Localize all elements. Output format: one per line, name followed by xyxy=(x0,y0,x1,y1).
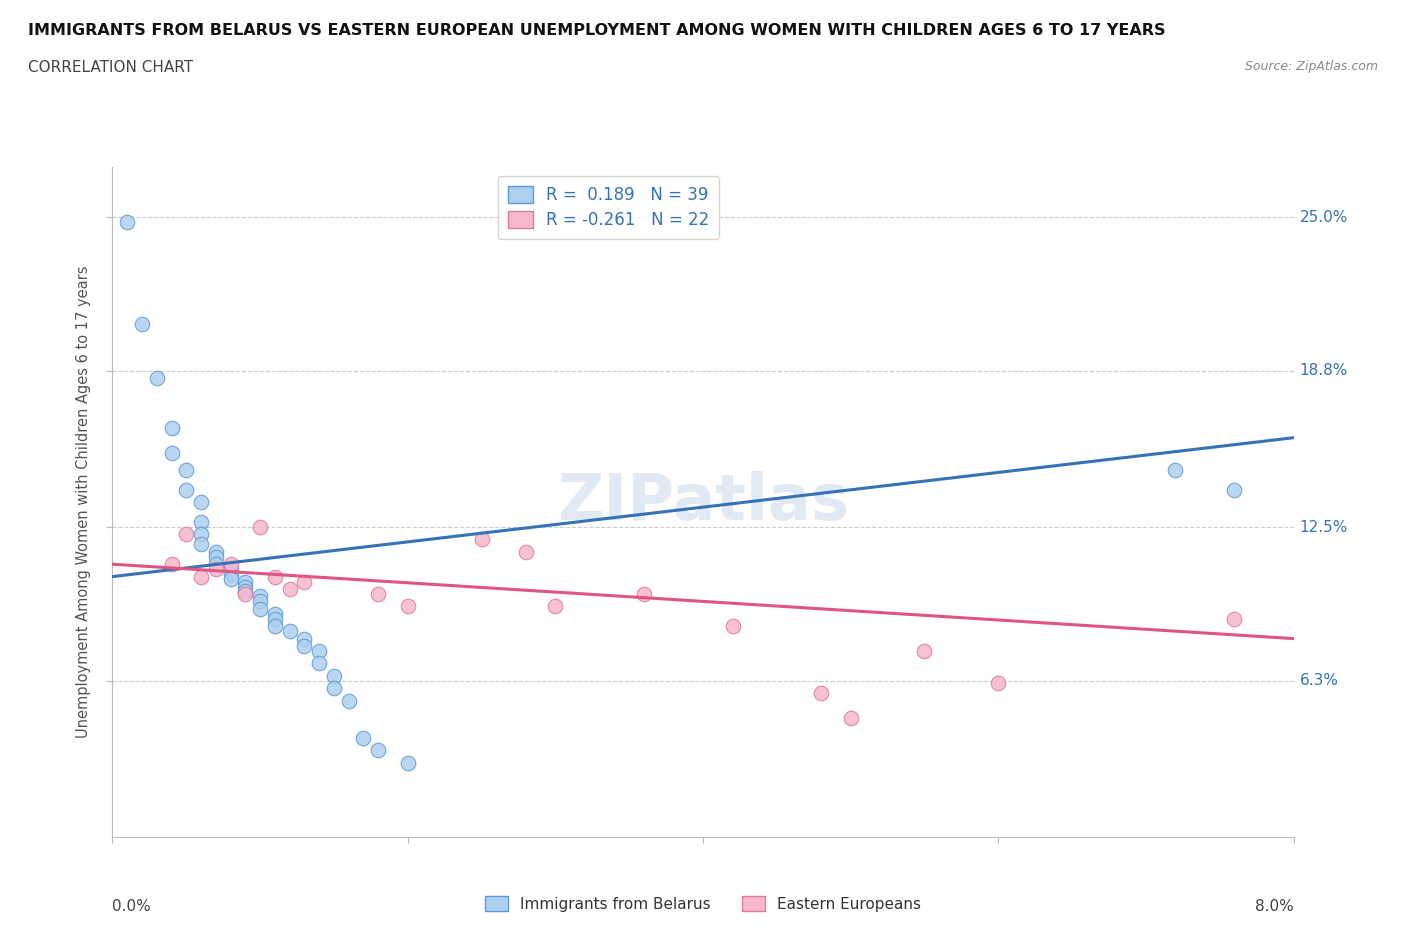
Point xyxy=(190,527,212,542)
Point xyxy=(219,566,242,581)
Point xyxy=(337,693,360,708)
Point xyxy=(264,569,287,584)
Point xyxy=(264,618,287,633)
Text: 12.5%: 12.5% xyxy=(1299,520,1348,535)
Text: CORRELATION CHART: CORRELATION CHART xyxy=(28,60,193,75)
Point xyxy=(233,584,256,599)
Point xyxy=(160,420,183,435)
Point xyxy=(160,445,183,460)
Point xyxy=(292,574,315,589)
Legend: Immigrants from Belarus, Eastern Europeans: Immigrants from Belarus, Eastern Europea… xyxy=(479,889,927,918)
Point xyxy=(264,611,287,626)
Point xyxy=(987,676,1010,691)
Point xyxy=(249,589,271,604)
Point xyxy=(233,574,256,589)
Text: 25.0%: 25.0% xyxy=(1299,209,1348,224)
Point xyxy=(544,599,567,614)
Point xyxy=(190,514,212,529)
Point xyxy=(515,544,537,559)
Text: Source: ZipAtlas.com: Source: ZipAtlas.com xyxy=(1244,60,1378,73)
Point xyxy=(278,624,301,639)
Point xyxy=(190,537,212,551)
Point xyxy=(205,557,228,572)
Text: IMMIGRANTS FROM BELARUS VS EASTERN EUROPEAN UNEMPLOYMENT AMONG WOMEN WITH CHILDR: IMMIGRANTS FROM BELARUS VS EASTERN EUROP… xyxy=(28,23,1166,38)
Point xyxy=(1164,462,1187,477)
Point xyxy=(131,316,153,331)
Point xyxy=(633,587,655,602)
Point xyxy=(292,631,315,646)
Text: 0.0%: 0.0% xyxy=(112,899,152,914)
Point xyxy=(146,371,169,386)
Point xyxy=(839,711,862,725)
Legend: R =  0.189   N = 39, R = -0.261   N = 22: R = 0.189 N = 39, R = -0.261 N = 22 xyxy=(498,176,720,239)
Text: 8.0%: 8.0% xyxy=(1254,899,1294,914)
Text: 18.8%: 18.8% xyxy=(1299,364,1348,379)
Point xyxy=(1223,611,1246,626)
Point xyxy=(190,569,212,584)
Text: ZIPatlas: ZIPatlas xyxy=(557,472,849,533)
Point xyxy=(249,594,271,609)
Point xyxy=(219,557,242,572)
Text: 6.3%: 6.3% xyxy=(1299,673,1339,688)
Point xyxy=(205,544,228,559)
Point xyxy=(396,599,419,614)
Point xyxy=(323,669,346,684)
Point xyxy=(471,532,494,547)
Point xyxy=(352,730,374,745)
Point xyxy=(292,639,315,654)
Point xyxy=(205,562,228,577)
Point xyxy=(396,755,419,770)
Point xyxy=(367,587,389,602)
Point xyxy=(278,581,301,596)
Point xyxy=(721,618,744,633)
Point xyxy=(219,562,242,577)
Point xyxy=(308,644,330,658)
Point xyxy=(233,587,256,602)
Point xyxy=(264,606,287,621)
Point xyxy=(174,527,197,542)
Point xyxy=(174,483,197,498)
Point xyxy=(249,520,271,535)
Point xyxy=(160,557,183,572)
Point xyxy=(205,550,228,565)
Point xyxy=(367,743,389,758)
Point xyxy=(190,495,212,510)
Point xyxy=(219,572,242,587)
Point xyxy=(308,656,330,671)
Point xyxy=(810,685,832,700)
Point xyxy=(233,579,256,594)
Point xyxy=(323,681,346,696)
Point xyxy=(117,215,138,230)
Point xyxy=(914,644,936,658)
Point xyxy=(1223,483,1246,498)
Point xyxy=(249,602,271,617)
Point xyxy=(174,462,197,477)
Y-axis label: Unemployment Among Women with Children Ages 6 to 17 years: Unemployment Among Women with Children A… xyxy=(76,266,91,738)
